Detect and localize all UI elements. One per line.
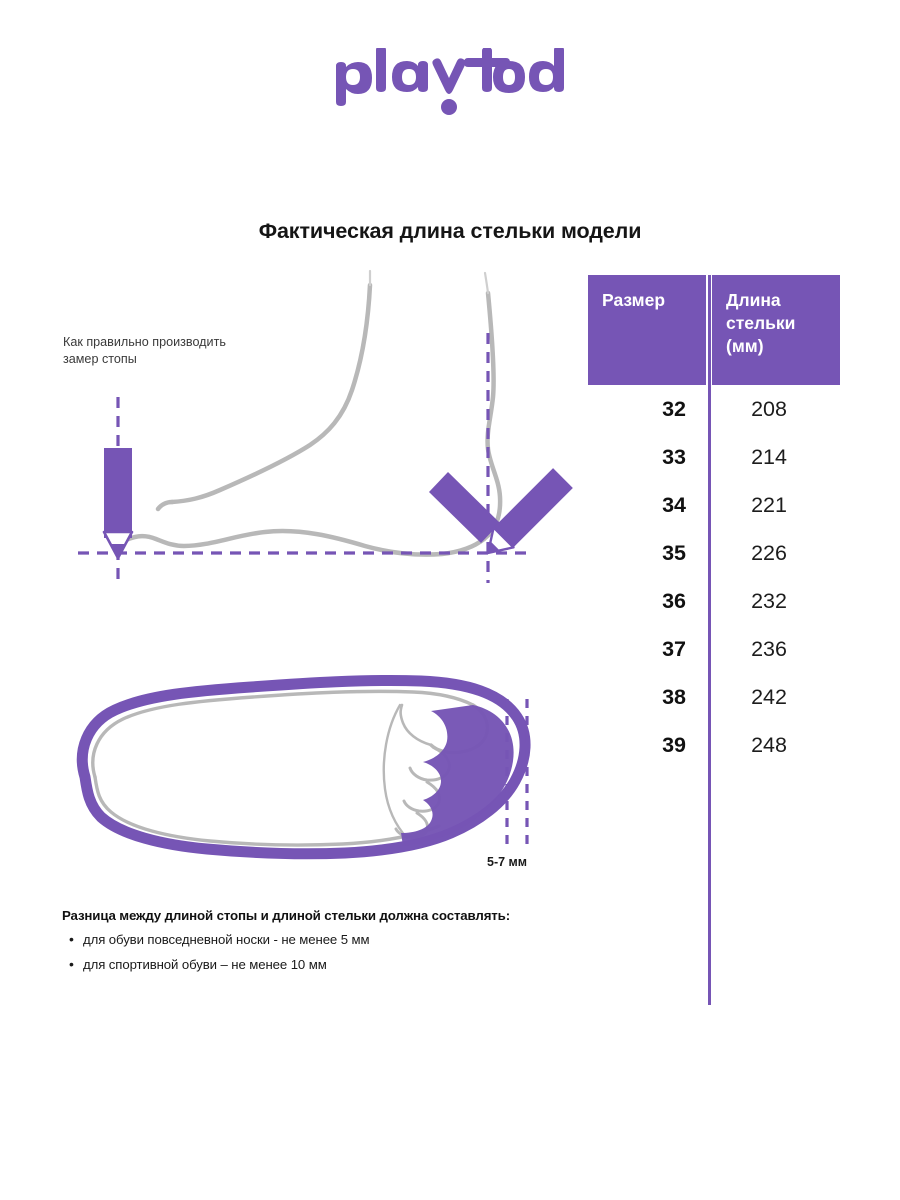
size-chart-table: Размер Длина стельки (мм) 32 208 33 214 …	[588, 275, 840, 769]
measure-hint-line1: Как правильно производить	[63, 335, 226, 349]
cell-length: 226	[751, 540, 787, 565]
insole-outline-icon	[76, 674, 531, 860]
measure-hint-line2: замер стопы	[63, 352, 137, 366]
cell-length: 248	[751, 732, 787, 757]
cell-size: 35	[662, 540, 686, 565]
cell-size: 32	[662, 396, 686, 421]
note-bullet-sport: для спортивной обуви – не менее 10 мм	[69, 956, 582, 972]
table-header-length: Длина стельки (мм)	[712, 275, 840, 385]
table-column-divider	[708, 275, 711, 1005]
note-bullet-list: для обуви повседневной носки - не менее …	[62, 931, 582, 972]
cell-length: 236	[751, 636, 787, 661]
gap-label: 5-7 мм	[487, 855, 528, 869]
cell-length: 208	[751, 396, 787, 421]
pencil-angled-icon	[429, 468, 573, 555]
difference-note: Разница между длиной стопы и длиной стел…	[62, 908, 582, 982]
table-row: 37 236	[588, 625, 840, 673]
table-row: 35 226	[588, 529, 840, 577]
cell-size: 33	[662, 444, 686, 469]
table-row: 38 242	[588, 673, 840, 721]
cell-length: 232	[751, 588, 787, 613]
cell-size: 38	[662, 684, 686, 709]
side-foot-measure-diagram	[60, 265, 580, 590]
cell-length: 221	[751, 492, 787, 517]
insole-toe-allowance-fill	[401, 705, 514, 846]
cell-size: 37	[662, 636, 686, 661]
table-body: 32 208 33 214 34 221 35 226 36 232 37 23…	[588, 385, 840, 769]
table-header-row: Размер Длина стельки (мм)	[588, 275, 840, 385]
cell-size: 34	[662, 492, 686, 517]
playtoday-logo-icon	[336, 48, 564, 115]
brand-logo: playToday	[0, 48, 900, 118]
table-row: 34 221	[588, 481, 840, 529]
measure-hint-text: Как правильно производить замер стопы	[63, 334, 293, 368]
note-bullet-everyday: для обуви повседневной носки - не менее …	[69, 931, 582, 947]
note-heading: Разница между длиной стопы и длиной стел…	[62, 908, 510, 923]
table-row: 33 214	[588, 433, 840, 481]
pencil-vertical-icon	[102, 448, 134, 560]
cell-length: 214	[751, 444, 787, 469]
page-title: Фактическая длина стельки модели	[258, 219, 642, 243]
cell-size: 39	[662, 732, 686, 757]
insole-footprint-diagram	[55, 655, 575, 885]
table-row: 36 232	[588, 577, 840, 625]
foot-side-outline-icon	[118, 269, 503, 557]
table-row: 32 208	[588, 385, 840, 433]
table-header-size: Размер	[588, 275, 706, 385]
cell-size: 36	[662, 588, 686, 613]
cell-length: 242	[751, 684, 787, 709]
foot-print-outline-icon	[91, 689, 490, 847]
table-row: 39 248	[588, 721, 840, 769]
